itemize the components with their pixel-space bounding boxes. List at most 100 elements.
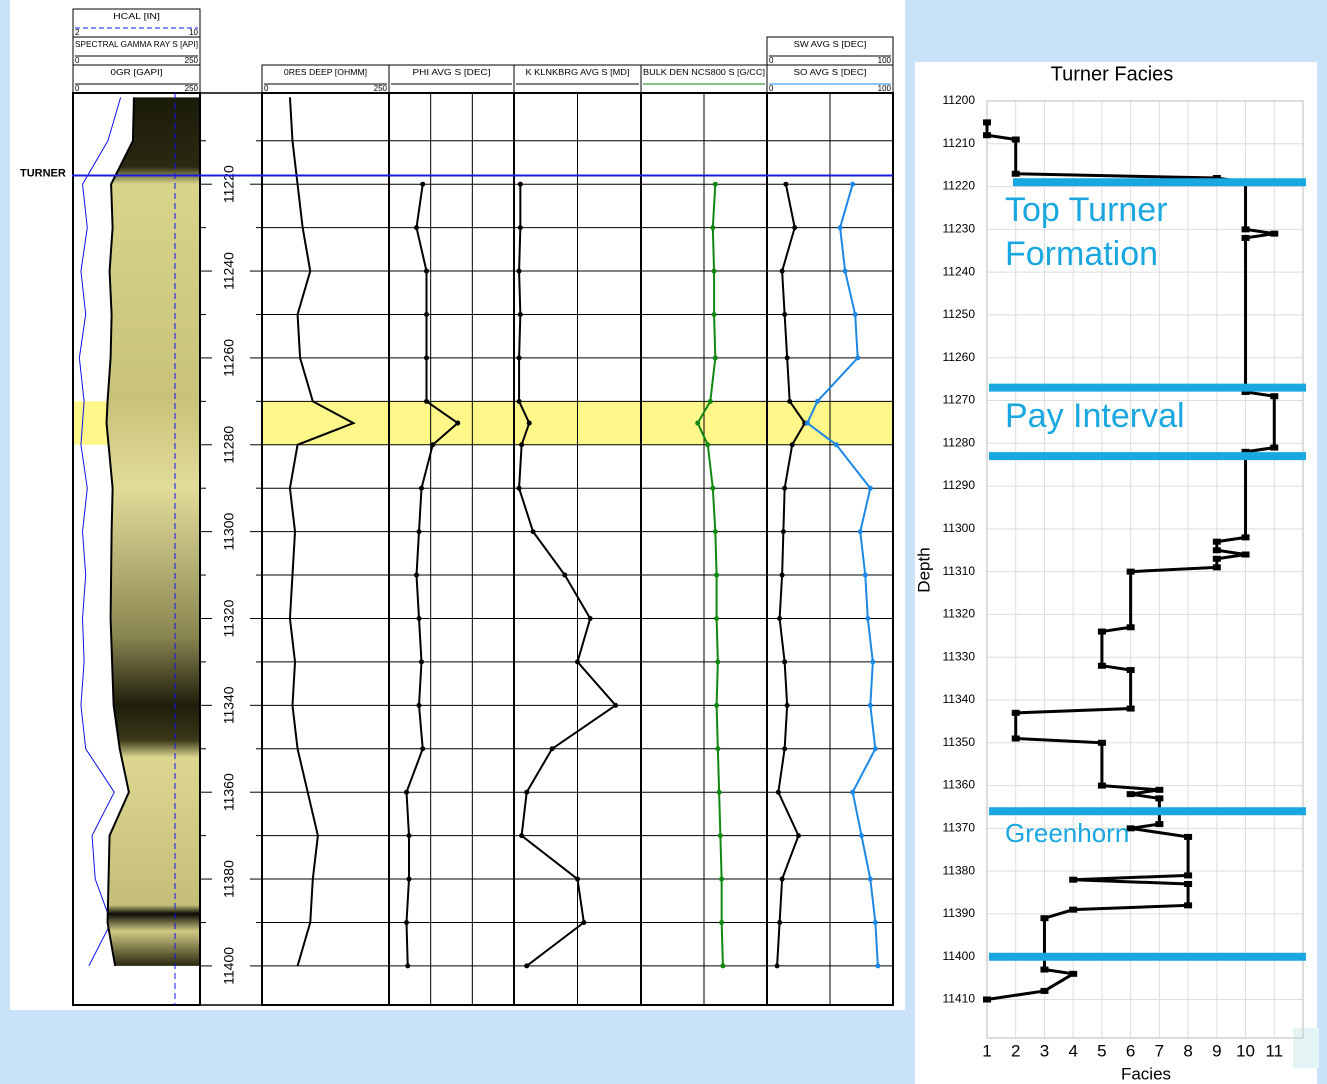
- header-label: SO AVG S [DEC]: [794, 68, 867, 77]
- y-tick-label: 11370: [943, 821, 976, 835]
- log-point: [717, 790, 722, 795]
- log-point: [424, 399, 429, 404]
- x-tick-label: 1: [982, 1041, 991, 1060]
- depth-label: 11400: [221, 947, 237, 985]
- facies-point: [1069, 877, 1077, 883]
- log-point: [873, 746, 878, 751]
- header-label: SW AVG S [DEC]: [794, 40, 867, 49]
- x-axis-label: Facies: [1121, 1064, 1171, 1083]
- log-point: [850, 790, 855, 795]
- scale-max: 100: [878, 56, 892, 65]
- log-point: [517, 486, 522, 491]
- facies-point: [1069, 971, 1077, 977]
- log-point: [714, 616, 719, 621]
- log-point: [780, 573, 785, 578]
- facies-point: [983, 132, 991, 138]
- log-point: [719, 920, 724, 925]
- header-label: PHI AVG S [DEC]: [413, 68, 491, 77]
- log-point: [715, 746, 720, 751]
- y-tick-label: 11230: [943, 222, 976, 236]
- facies-point: [1184, 902, 1192, 908]
- log-point: [815, 399, 820, 404]
- log-point: [777, 920, 782, 925]
- facies-point: [1213, 564, 1221, 570]
- facies-point: [1270, 231, 1278, 237]
- x-tick-label: 2: [1011, 1041, 1020, 1060]
- x-tick-label: 7: [1155, 1041, 1164, 1060]
- facies-point: [1213, 539, 1221, 545]
- core-image: [107, 97, 200, 966]
- log-point: [858, 529, 863, 534]
- depth-label: 11340: [221, 686, 237, 724]
- scale-min: 0: [769, 56, 774, 65]
- facies-point: [1098, 783, 1106, 789]
- log-point: [782, 312, 787, 317]
- facies-point: [1098, 740, 1106, 746]
- log-point: [710, 486, 715, 491]
- log-point: [519, 442, 524, 447]
- facies-point: [1242, 534, 1250, 540]
- log-point: [519, 833, 524, 838]
- log-point: [695, 421, 700, 426]
- log-point: [419, 659, 424, 664]
- y-tick-label: 11290: [943, 478, 976, 492]
- y-tick-label: 11280: [943, 435, 976, 449]
- log-point: [517, 399, 522, 404]
- y-tick-label: 11210: [943, 136, 976, 150]
- log-point: [414, 573, 419, 578]
- log-point: [782, 486, 787, 491]
- log-point: [781, 529, 786, 534]
- log-point: [796, 833, 801, 838]
- y-tick-label: 11390: [943, 906, 976, 920]
- log-point: [838, 225, 843, 230]
- log-point: [714, 703, 719, 708]
- log-point: [517, 269, 522, 274]
- scale-max: 100: [878, 84, 892, 93]
- log-point: [588, 616, 593, 621]
- facies-point: [1127, 791, 1135, 797]
- log-point: [834, 442, 839, 447]
- horizon-label: Pay Interval: [1005, 394, 1205, 438]
- facies-point: [1155, 795, 1163, 801]
- y-tick-label: 11340: [943, 692, 976, 706]
- log-point: [531, 529, 536, 534]
- log-point: [419, 486, 424, 491]
- x-tick-label: 11: [1265, 1041, 1283, 1060]
- log-point: [868, 703, 873, 708]
- x-tick-label: 3: [1040, 1041, 1049, 1060]
- facies-point: [1242, 226, 1250, 232]
- facies-point: [1098, 629, 1106, 635]
- log-point: [863, 573, 868, 578]
- log-point: [775, 963, 780, 968]
- log-point: [524, 790, 529, 795]
- y-tick-label: 11330: [943, 649, 976, 663]
- facies-point: [1012, 171, 1020, 177]
- depth-label: 11360: [221, 773, 237, 811]
- log-point: [777, 616, 782, 621]
- y-tick-label: 11350: [943, 735, 976, 749]
- log-point: [780, 877, 785, 882]
- facies-point: [983, 996, 991, 1002]
- facies-point: [1040, 915, 1048, 921]
- log-point: [713, 355, 718, 360]
- log-point: [718, 833, 723, 838]
- log-point: [575, 659, 580, 664]
- facies-point: [983, 119, 991, 125]
- log-point: [868, 486, 873, 491]
- marker-label: TURNER: [20, 167, 66, 179]
- facies-point: [1012, 736, 1020, 742]
- log-point: [713, 182, 718, 187]
- log-point: [787, 399, 792, 404]
- log-point: [430, 442, 435, 447]
- log-point: [417, 529, 422, 534]
- header-label: 0RES DEEP [OHMM]: [284, 68, 367, 77]
- decoration: [1293, 1028, 1319, 1068]
- y-tick-label: 11320: [943, 607, 976, 621]
- facies-point: [1242, 235, 1250, 241]
- x-tick-label: 4: [1068, 1041, 1077, 1060]
- log-point: [518, 312, 523, 317]
- depth-label: 11320: [221, 599, 237, 637]
- y-tick-label: 11200: [943, 93, 976, 107]
- log-point: [710, 225, 715, 230]
- scale-max: 250: [374, 84, 388, 93]
